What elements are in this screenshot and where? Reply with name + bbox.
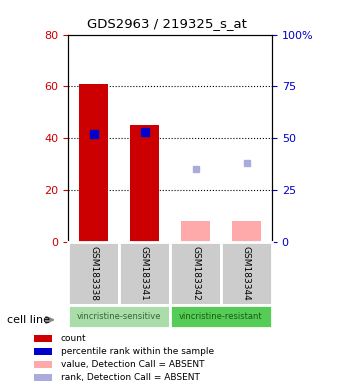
Bar [34, 361, 52, 367]
Bar [170, 305, 272, 328]
Text: GSM183338: GSM183338 [89, 246, 98, 301]
Text: GSM183342: GSM183342 [191, 246, 200, 301]
Text: GSM183341: GSM183341 [140, 246, 149, 301]
Text: cell line: cell line [7, 315, 50, 325]
Bar [34, 348, 52, 355]
Bar [131, 125, 158, 242]
Bar [119, 242, 170, 305]
Text: vincristine-sensitive: vincristine-sensitive [77, 312, 161, 321]
Bar [182, 221, 209, 242]
Bar [80, 84, 107, 242]
Text: count: count [61, 334, 87, 343]
Text: GDS2963 / 219325_s_at: GDS2963 / 219325_s_at [87, 17, 246, 30]
Bar [221, 242, 272, 305]
Bar [170, 242, 221, 305]
Bar [68, 242, 119, 305]
Text: value, Detection Call = ABSENT: value, Detection Call = ABSENT [61, 360, 204, 369]
Polygon shape [46, 316, 54, 323]
Text: percentile rank within the sample: percentile rank within the sample [61, 347, 214, 356]
Bar [34, 335, 52, 342]
Bar [34, 374, 52, 381]
Text: vincristine-resistant: vincristine-resistant [179, 312, 263, 321]
Bar [233, 221, 260, 242]
Text: GSM183344: GSM183344 [242, 246, 251, 301]
Text: rank, Detection Call = ABSENT: rank, Detection Call = ABSENT [61, 373, 200, 382]
Bar [68, 305, 170, 328]
